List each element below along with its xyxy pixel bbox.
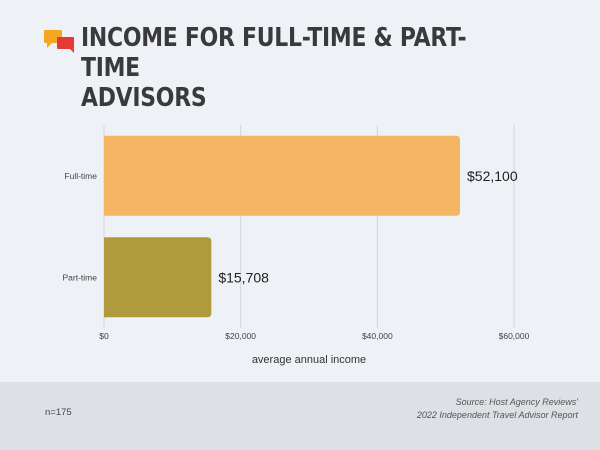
value-label: $52,100 xyxy=(467,168,518,184)
value-label: $15,708 xyxy=(218,269,269,285)
x-tick-label: $0 xyxy=(99,331,109,341)
chart-title: INCOME FOR FULL-TIME & PART-TIME ADVISOR… xyxy=(81,23,467,113)
source-line-2: 2022 Independent Travel Advisor Report xyxy=(416,410,578,420)
x-tick-label: $60,000 xyxy=(499,331,530,341)
bar-chart: Full-time $52,100 Part-time $15,708 $0 $20,00… xyxy=(63,125,530,366)
header: INCOME FOR FULL-TIME & PART-TIME ADVISOR… xyxy=(0,0,600,113)
x-tick-label: $40,000 xyxy=(362,331,393,341)
source-line-1: Source: Host Agency Reviews' xyxy=(455,397,578,407)
source-note: Source: Host Agency Reviews' 2022 Indepe… xyxy=(417,396,578,422)
chat-bubbles-icon xyxy=(44,30,74,53)
bar-part-time xyxy=(104,237,212,318)
x-tick-label: $20,000 xyxy=(225,331,256,341)
sample-size: n=175 xyxy=(45,407,72,418)
footer: n=175 Source: Host Agency Reviews' 2022 … xyxy=(0,382,600,450)
bar-full-time xyxy=(104,135,461,216)
x-axis-label: average annual income xyxy=(252,354,366,366)
category-label: Full-time xyxy=(64,171,97,181)
category-label: Part-time xyxy=(63,272,98,282)
